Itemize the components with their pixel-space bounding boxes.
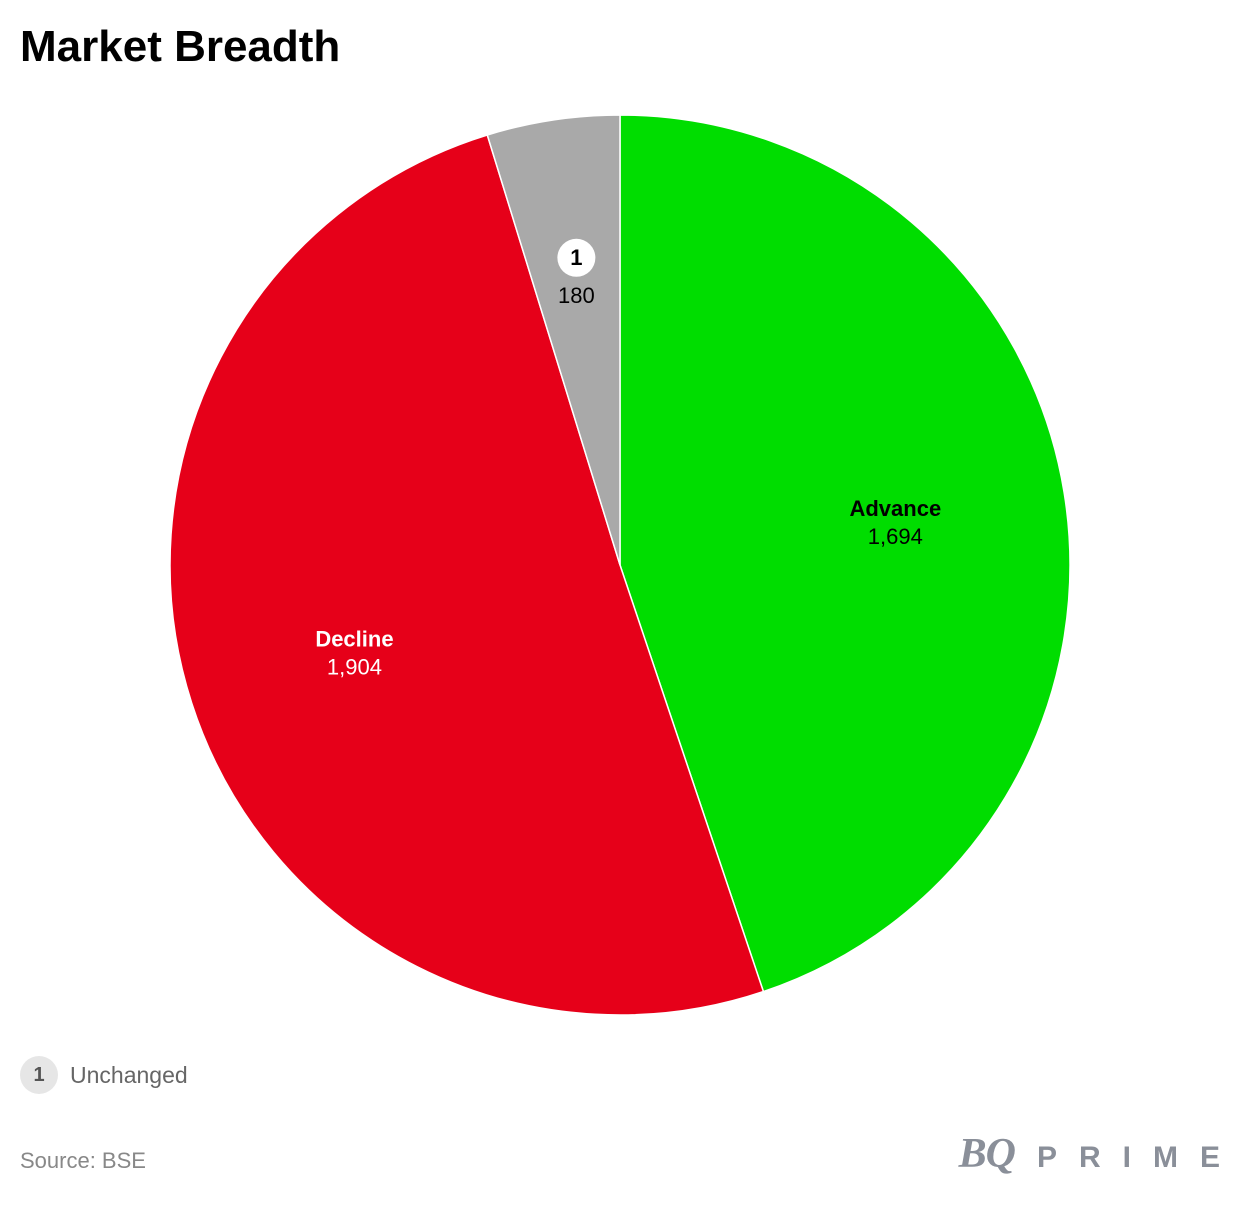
legend: 1 Unchanged (20, 1056, 188, 1094)
pie-slice-advance (619, 114, 1071, 993)
pie-slice-decline (169, 134, 765, 1016)
legend-label: Unchanged (70, 1061, 188, 1088)
slice-label-advance: Advance (849, 496, 941, 521)
slice-value-advance: 1,694 (868, 524, 923, 549)
logo-prime: PRIME (1036, 1141, 1240, 1174)
logo-bq: BQ (958, 1131, 1016, 1177)
pie-slice-unchanged (486, 114, 621, 566)
brand-logo: BQ PRIME (959, 1130, 1220, 1178)
chart-title: Market Breadth (20, 22, 341, 71)
svg-text:1: 1 (570, 245, 582, 270)
slice-value-decline: 1,904 (327, 655, 382, 680)
source-note: Source: BSE (20, 1148, 146, 1173)
slice-value-unchanged: 180 (558, 283, 595, 308)
slice-label-decline: Decline (315, 627, 393, 652)
slice-badge-unchanged: 1 (557, 238, 596, 277)
legend-badge: 1 (20, 1056, 58, 1094)
